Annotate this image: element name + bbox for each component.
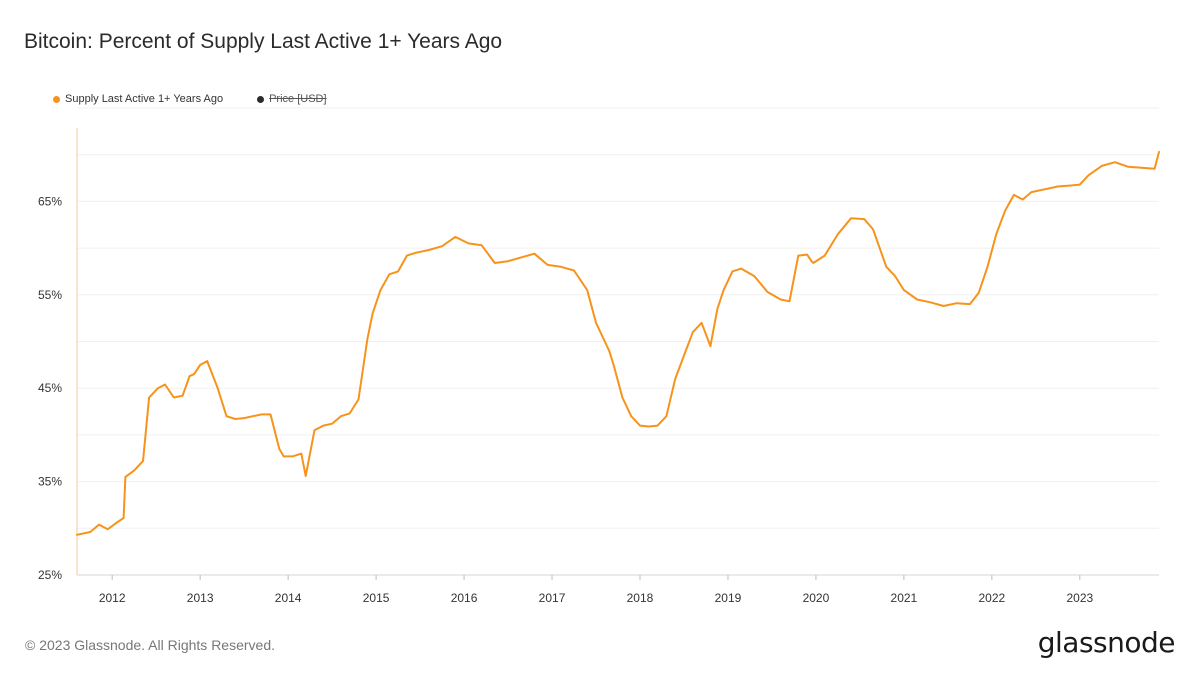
x-tick-label: 2019 xyxy=(715,591,742,605)
legend-item-price[interactable]: Price [USD] xyxy=(257,93,327,105)
y-axis: 25% 35% 45% 55% 65% xyxy=(38,194,62,582)
x-tick-label: 2017 xyxy=(539,591,566,605)
x-tick-label: 2021 xyxy=(891,591,918,605)
x-axis: 2012 2013 2014 2015 2016 2017 2018 2019 2020 2021… xyxy=(99,575,1093,605)
footer-copyright: © 2023 Glassnode. All Rights Reserved. xyxy=(25,637,276,653)
series-layer xyxy=(76,150,1160,536)
series-line-supply xyxy=(76,150,1160,536)
x-tick-label: 2020 xyxy=(803,591,830,605)
x-tick-label: 2014 xyxy=(275,591,302,605)
chart-grid xyxy=(76,107,1159,576)
x-tick-label: 2016 xyxy=(451,591,478,605)
legend-item-supply[interactable]: Supply Last Active 1+ Years Ago xyxy=(53,93,223,105)
x-tick-label: 2022 xyxy=(979,591,1006,605)
legend-dot-price-icon xyxy=(257,95,265,103)
y-tick-label: 45% xyxy=(38,381,62,395)
y-tick-label: 65% xyxy=(38,194,62,208)
chart-title: Bitcoin: Percent of Supply Last Active 1… xyxy=(24,30,503,53)
brand-logo[interactable]: glassnode xyxy=(1037,626,1176,659)
x-tick-label: 2012 xyxy=(99,591,126,605)
chart-legend: Supply Last Active 1+ Years Ago Price [U… xyxy=(53,93,361,105)
x-tick-label: 2018 xyxy=(627,591,654,605)
legend-label-supply: Supply Last Active 1+ Years Ago xyxy=(65,93,224,105)
y-tick-label: 55% xyxy=(38,288,62,302)
y-tick-label: 35% xyxy=(38,475,62,489)
x-tick-label: 2015 xyxy=(363,591,390,605)
y-tick-label: 25% xyxy=(38,568,62,582)
legend-dot-supply-icon xyxy=(53,95,60,103)
x-tick-label: 2023 xyxy=(1066,591,1093,605)
legend-label-price: Price [USD] xyxy=(269,93,327,105)
x-tick-label: 2013 xyxy=(187,591,214,605)
